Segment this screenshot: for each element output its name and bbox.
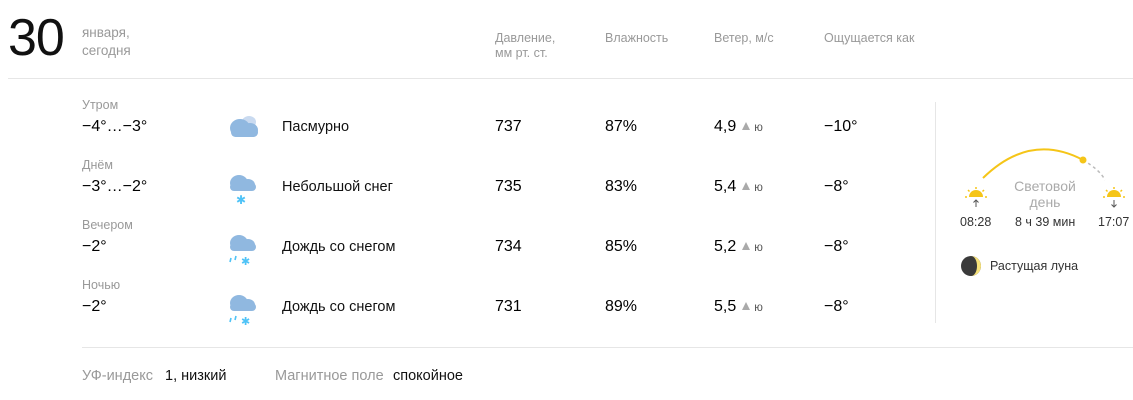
pressure-value: 735 [495, 178, 522, 195]
feels-like-header: Ощущается как [824, 31, 915, 45]
wind-header: Ветер, м/с [714, 31, 774, 45]
condition-text: Дождь со снегом [282, 239, 396, 255]
sun-position-marker [1079, 156, 1087, 164]
wind-direction-arrow-icon [742, 181, 751, 190]
wind-cell: 5,2 ю [714, 237, 763, 258]
condition-text: Дождь со снегом [282, 299, 396, 315]
magnetic-field-value: спокойное [393, 368, 463, 384]
condition-text: Пасмурно [282, 119, 350, 135]
feels-like-value: −10° [824, 118, 858, 135]
humidity-value: 89% [605, 298, 638, 315]
temperature: −2° [82, 298, 107, 315]
wind-direction-arrow-icon [742, 241, 751, 250]
humidity-value: 87% [605, 118, 638, 135]
humidity-header: Влажность [605, 31, 669, 45]
wind-speed: 5,4 [714, 178, 737, 195]
feels-like-value: −8° [824, 298, 849, 315]
humidity-value: 85% [605, 238, 638, 255]
wind-speed: 5,2 [714, 238, 737, 255]
svg-text:✱: ✱ [236, 193, 246, 207]
uv-index-value: 1, низкий [165, 368, 227, 384]
svg-text:✱: ✱ [241, 255, 250, 268]
wind-cell: 5,5 ю [714, 297, 763, 318]
sun-panel-divider [935, 102, 936, 323]
day-part-label: Утром [82, 98, 119, 112]
sleet-icon: ✱ [222, 288, 262, 328]
wind-cell: 5,4 ю [714, 177, 763, 198]
sunset-icon [1103, 187, 1125, 208]
pressure-value: 734 [495, 238, 522, 255]
footer-divider [82, 347, 1133, 348]
uv-index-label: УФ-индекс [82, 368, 153, 384]
wind-direction: ю [754, 242, 763, 254]
moon-phase-label: Растущая луна [990, 259, 1079, 273]
wind-direction: ю [754, 122, 763, 134]
feels-like-value: −8° [824, 178, 849, 195]
wind-cell: 4,9 ю [714, 117, 763, 138]
pressure-value: 737 [495, 118, 522, 135]
header-divider [8, 78, 1133, 79]
wind-direction: ю [754, 302, 763, 314]
wind-direction-arrow-icon [742, 121, 751, 130]
day-part-label: Ночью [82, 278, 121, 292]
daylight-label: Световой день [1014, 178, 1076, 210]
daylight-duration: 8 ч 39 мин [1015, 215, 1076, 229]
sunrise-time: 08:28 [960, 215, 992, 229]
temperature: −4°…−3° [82, 118, 148, 135]
month-label: января, [82, 25, 130, 40]
pressure-header: Давление, мм рт. ст. [495, 31, 556, 60]
light-snow-icon: ✱ [222, 168, 262, 208]
cloudy-icon [222, 108, 262, 148]
waxing-moon-icon [961, 256, 981, 276]
humidity-value: 83% [605, 178, 638, 195]
wind-speed: 5,5 [714, 298, 737, 315]
day-number: 30 [8, 9, 65, 67]
day-part-label: Вечером [82, 218, 133, 232]
pressure-value: 731 [495, 298, 522, 315]
day-part-label: Днём [82, 158, 113, 172]
date-subtitle: января, сегодня [82, 24, 131, 60]
sleet-icon: ✱ [222, 228, 262, 268]
sunset-time: 17:07 [1098, 215, 1130, 229]
wind-direction: ю [754, 182, 763, 194]
magnetic-field-label: Магнитное поле [275, 368, 384, 384]
temperature: −3°…−2° [82, 178, 148, 195]
svg-text:✱: ✱ [241, 315, 250, 328]
wind-speed: 4,9 [714, 118, 737, 135]
temperature: −2° [82, 238, 107, 255]
sunrise-icon [965, 187, 987, 207]
daylight-arc [982, 148, 1106, 181]
wind-direction-arrow-icon [742, 301, 751, 310]
condition-text: Небольшой снег [282, 179, 393, 195]
relative-day-label: сегодня [82, 43, 131, 58]
feels-like-value: −8° [824, 238, 849, 255]
